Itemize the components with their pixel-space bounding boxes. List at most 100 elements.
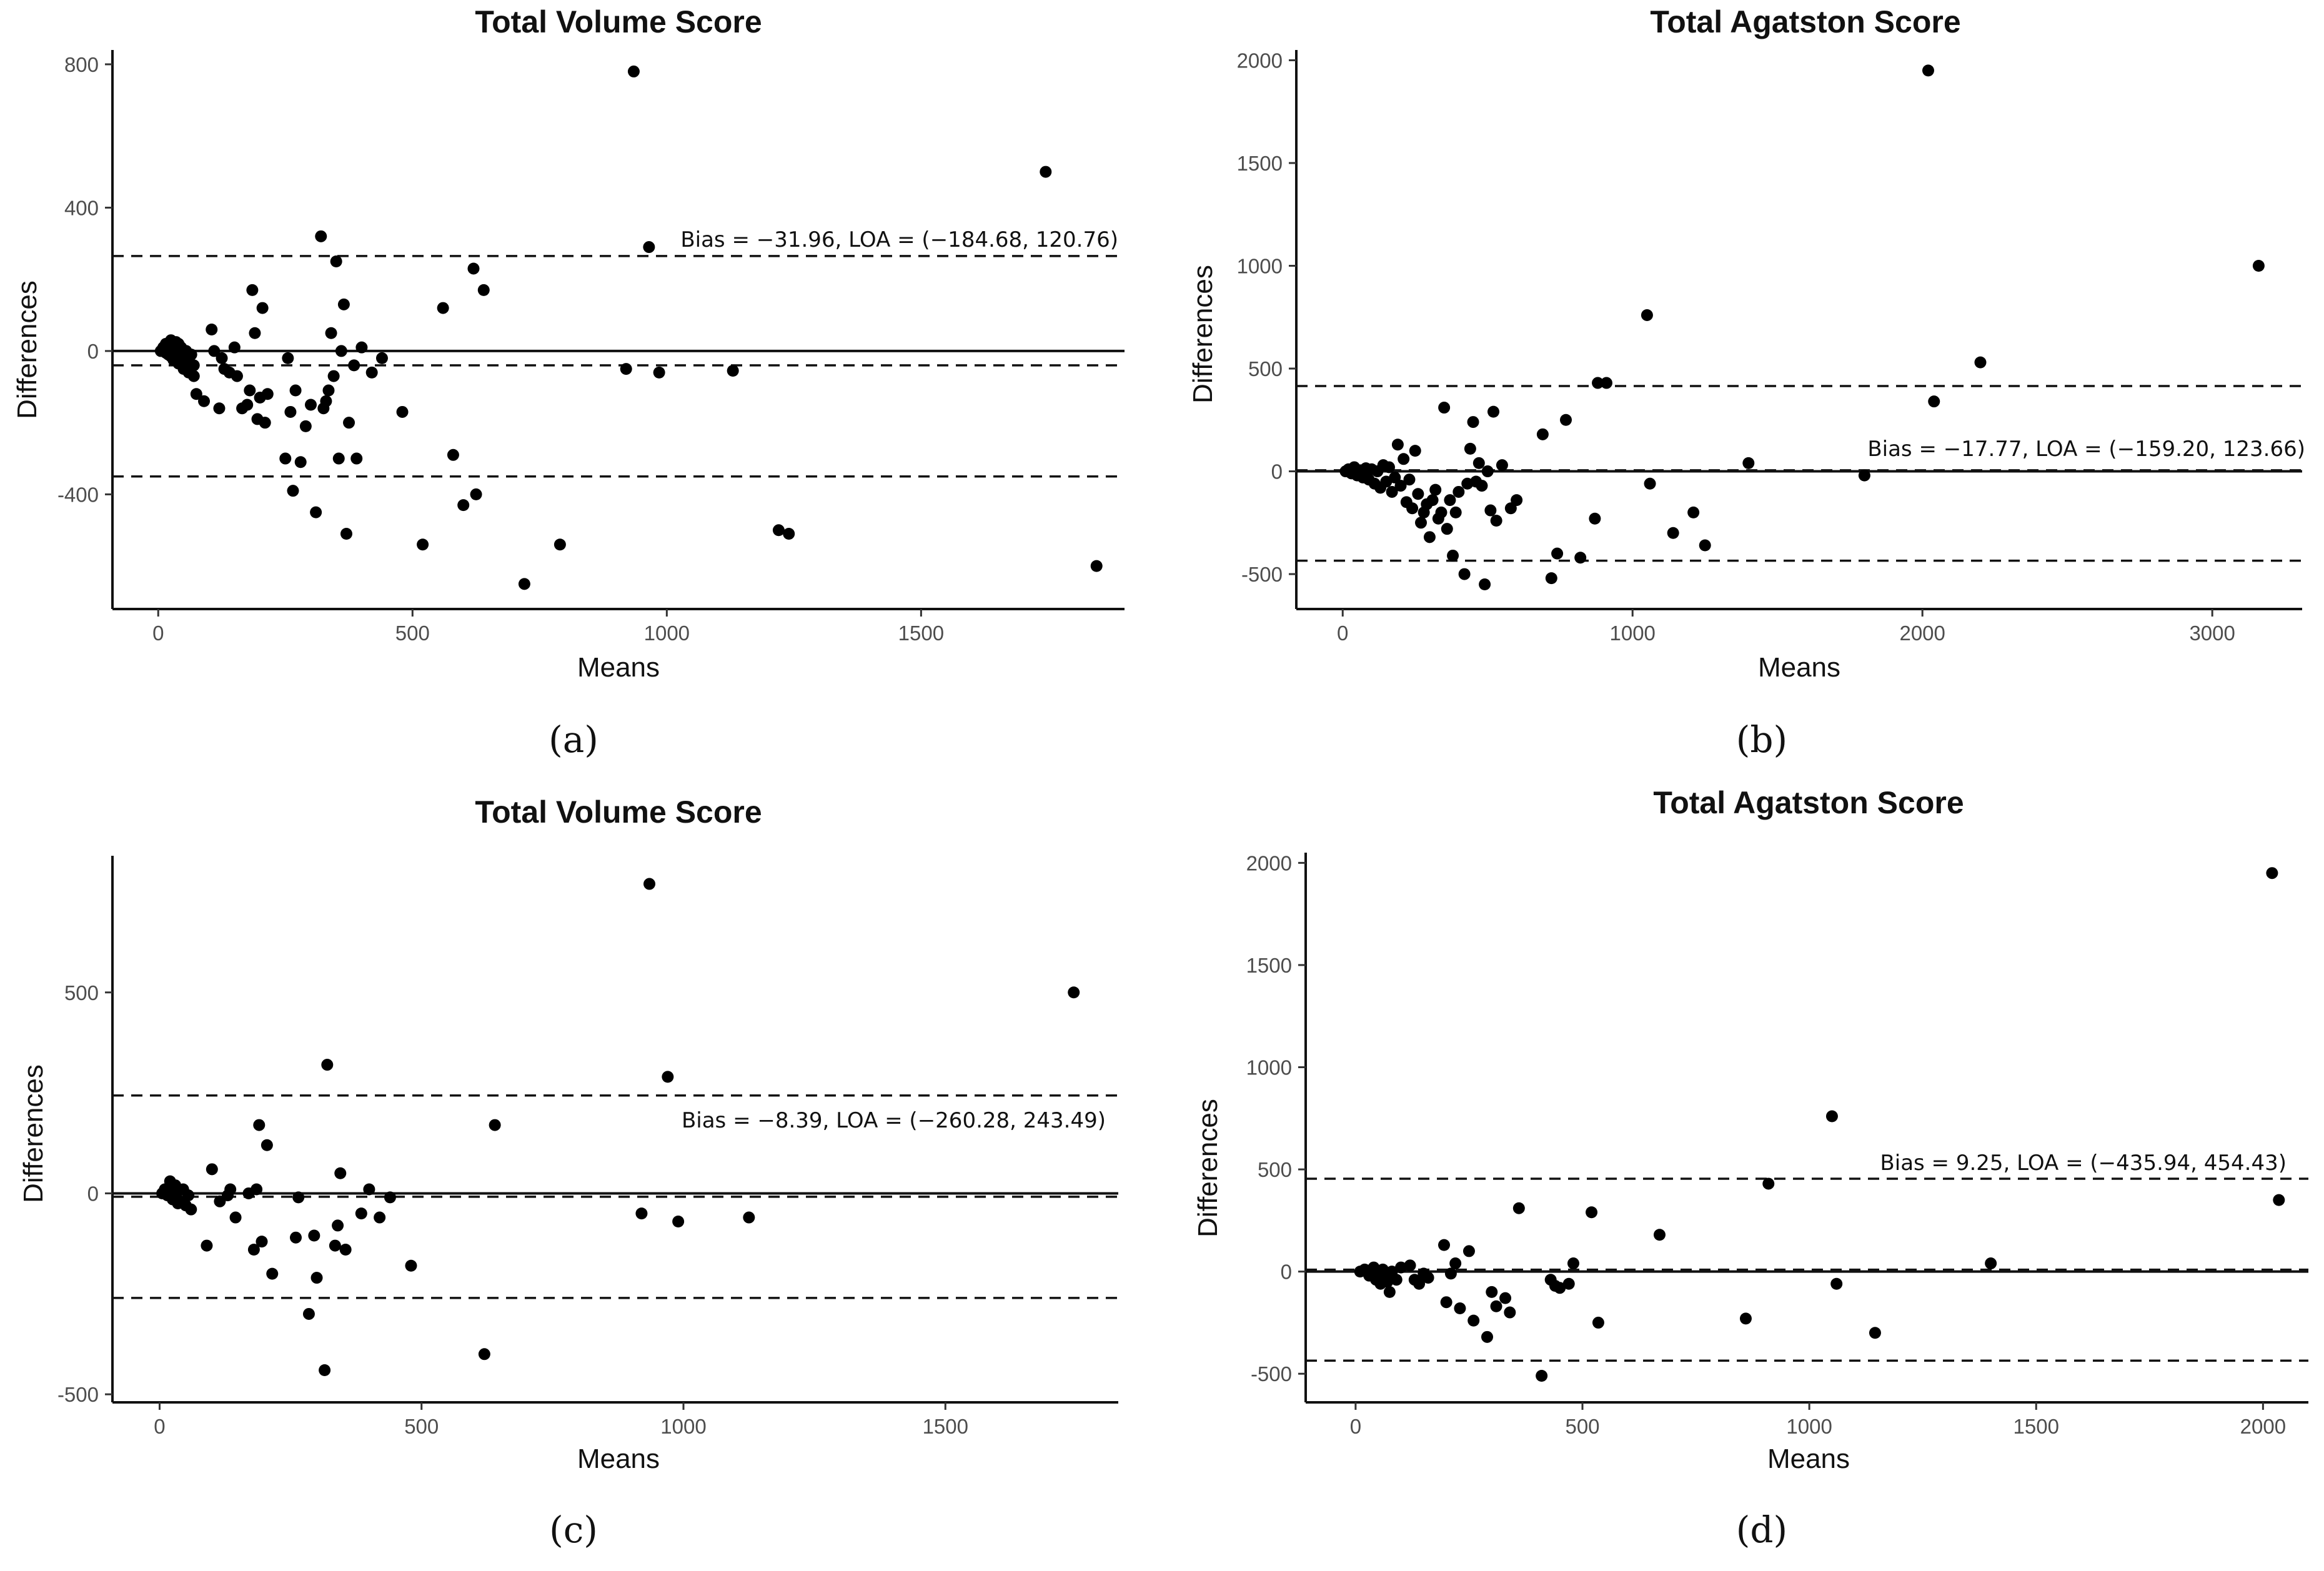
chart-a: Total Volume Score Bias = −31.96, LOA = … <box>12 4 1125 683</box>
data-point <box>1653 1229 1666 1241</box>
data-point <box>1379 1269 1391 1282</box>
data-point <box>1090 560 1103 572</box>
data-point <box>1423 531 1436 543</box>
data-point <box>320 395 332 407</box>
y-tick-label: -500 <box>57 1383 99 1406</box>
data-point <box>1504 502 1517 515</box>
data-point <box>477 284 490 296</box>
data-point <box>348 359 360 372</box>
data-point <box>1395 1261 1408 1274</box>
data-point <box>1398 453 1410 465</box>
data-point <box>187 370 200 382</box>
y-tick-label: 1500 <box>1246 954 1292 977</box>
data-point <box>339 1244 352 1256</box>
data-point <box>162 349 175 361</box>
data-point <box>653 366 665 379</box>
data-point <box>1406 502 1419 515</box>
panel-c: Total Volume Score Bias = −8.39, LOA = (… <box>0 781 1162 1571</box>
data-point <box>259 417 271 429</box>
data-point <box>1496 459 1508 472</box>
data-point <box>1394 480 1407 492</box>
data-point <box>1667 527 1679 539</box>
x-tick-label: 1500 <box>2014 1415 2059 1438</box>
data-point <box>244 384 256 397</box>
data-point <box>1974 356 1987 369</box>
data-point <box>384 1191 396 1204</box>
data-point <box>1467 416 1479 429</box>
data-point <box>337 298 350 310</box>
data-point <box>182 1189 195 1202</box>
y-tick-label: 1000 <box>1246 1056 1292 1079</box>
data-point <box>1592 377 1604 389</box>
data-point <box>1409 445 1421 457</box>
y-tick-label: 500 <box>64 981 99 1004</box>
x-axis-label: Means <box>1767 1444 1850 1474</box>
data-point <box>1545 572 1557 585</box>
data-point <box>1487 405 1500 418</box>
x-axis-label: Means <box>577 1444 660 1474</box>
x-tick-label: 3000 <box>2189 622 2235 645</box>
data-point <box>322 384 335 397</box>
data-point <box>743 1211 755 1224</box>
data-point <box>1922 64 1934 77</box>
data-point <box>334 1167 347 1179</box>
data-point <box>343 417 355 429</box>
data-point <box>374 1211 386 1224</box>
data-point <box>229 1211 242 1224</box>
data-point <box>1869 1327 1881 1339</box>
data-point <box>253 1119 266 1131</box>
data-point <box>308 1229 320 1242</box>
data-point <box>299 420 312 432</box>
y-axis-label: Differences <box>18 1064 49 1203</box>
data-point <box>1449 1257 1462 1270</box>
y-tick-label: -500 <box>1251 1362 1292 1385</box>
data-point <box>1444 1267 1457 1280</box>
y-axis-label: Differences <box>1188 265 1218 404</box>
data-point <box>2273 1194 2285 1206</box>
y-tick-label: 1500 <box>1237 152 1283 175</box>
data-point <box>1739 1312 1752 1325</box>
data-point <box>643 878 656 890</box>
data-point <box>256 1236 268 1248</box>
data-point <box>1040 166 1052 178</box>
data-point <box>201 1239 213 1252</box>
chart-c: Total Volume Score Bias = −8.39, LOA = (… <box>18 795 1118 1474</box>
data-point <box>261 388 274 400</box>
y-tick-label: -500 <box>1241 563 1283 586</box>
data-point <box>355 1207 367 1220</box>
data-point <box>1481 465 1494 478</box>
data-point <box>289 384 302 397</box>
data-point <box>489 1119 501 1131</box>
data-point <box>363 1183 375 1196</box>
x-tick-label: 500 <box>395 622 430 645</box>
y-tick-label: 0 <box>87 1182 99 1205</box>
data-point <box>1068 986 1080 999</box>
data-point <box>417 538 429 551</box>
data-point <box>1644 477 1656 490</box>
data-point <box>224 1183 237 1196</box>
data-point <box>1441 523 1453 535</box>
bias-annotation: Bias = 9.25, LOA = (−435.94, 454.43) <box>1880 1151 2287 1176</box>
data-point <box>1479 578 1491 591</box>
caption-a: (a) <box>549 718 598 761</box>
data-point <box>161 1183 174 1196</box>
data-point <box>335 345 347 357</box>
data-point <box>180 350 192 363</box>
data-point <box>1574 552 1587 564</box>
bias-annotation: Bias = −17.77, LOA = (−159.20, 123.66) <box>1867 437 2305 462</box>
data-point <box>437 302 449 314</box>
bias-annotation: Bias = −8.39, LOA = (−260.28, 243.49) <box>682 1108 1106 1133</box>
x-tick-label: 0 <box>1337 622 1348 645</box>
chart-title: Total Volume Score <box>475 795 762 830</box>
chart-d: Total Agatston Score Bias = 9.25, LOA = … <box>1193 785 2308 1474</box>
data-point <box>518 578 530 590</box>
data-point <box>478 1348 490 1360</box>
panel-b: Total Agatston Score Bias = −17.77, LOA … <box>1162 0 2324 781</box>
data-point <box>1641 309 1653 321</box>
x-axis-label: Means <box>577 652 660 683</box>
data-point <box>1592 1316 1604 1329</box>
data-point <box>1412 488 1424 500</box>
data-point <box>279 452 292 465</box>
data-point <box>1486 1286 1498 1298</box>
data-point <box>365 366 378 379</box>
